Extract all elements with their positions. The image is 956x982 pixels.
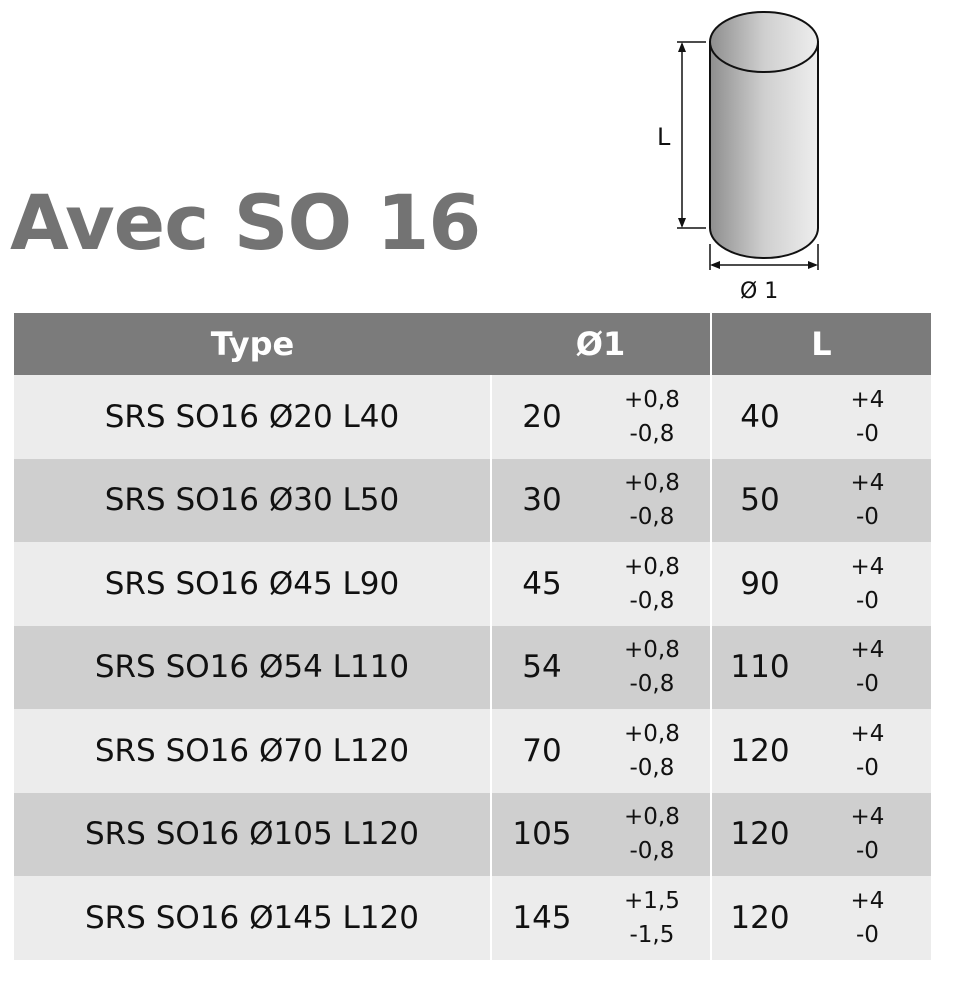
tolerance-plus: +4 bbox=[850, 887, 885, 914]
tolerance-minus: -0 bbox=[856, 420, 879, 447]
tolerance-minus: -0,8 bbox=[629, 754, 675, 781]
diameter-cell: 145 +1,5 -1,5 bbox=[492, 876, 713, 960]
diameter-value: 45 bbox=[522, 565, 562, 602]
table-row: SRS SO16 Ø45 L90 45 +0,8 -0,8 90 +4 -0 bbox=[14, 542, 931, 626]
tolerance-minus: -0,8 bbox=[629, 587, 675, 614]
diameter-value: 20 bbox=[522, 398, 562, 435]
header-type: Type bbox=[210, 325, 295, 363]
type-cell: SRS SO16 Ø30 L50 bbox=[14, 458, 492, 542]
cylinder-top bbox=[709, 11, 819, 73]
diameter-tolerance: +1,5 -1,5 bbox=[602, 884, 702, 952]
length-tolerance: +4 -0 bbox=[837, 550, 897, 618]
diameter-cell: 70 +0,8 -0,8 bbox=[492, 709, 713, 793]
tolerance-plus: +4 bbox=[850, 637, 885, 664]
length-cell: 120 +4 -0 bbox=[712, 876, 931, 960]
length-value: 50 bbox=[740, 482, 780, 519]
length-value: 90 bbox=[740, 565, 780, 602]
length-tolerance: +4 -0 bbox=[837, 884, 897, 952]
tolerance-minus: -0,8 bbox=[629, 838, 675, 865]
diameter-tolerance: +0,8 -0,8 bbox=[602, 717, 702, 785]
diameter-value: 30 bbox=[522, 482, 562, 519]
tolerance-plus: +4 bbox=[850, 720, 885, 747]
length-cell: 40 +4 -0 bbox=[712, 375, 931, 459]
length-tolerance: +4 -0 bbox=[837, 383, 897, 451]
length-value: 40 bbox=[740, 398, 780, 435]
length-tolerance: +4 -0 bbox=[837, 633, 897, 701]
length-value: 120 bbox=[730, 899, 790, 936]
type-cell: SRS SO16 Ø45 L90 bbox=[14, 542, 492, 626]
table-row: SRS SO16 Ø145 L120 145 +1,5 -1,5 120 +4 -0 bbox=[14, 876, 931, 960]
tolerance-plus: +0,8 bbox=[624, 720, 680, 747]
type-cell: SRS SO16 Ø20 L40 bbox=[14, 375, 492, 459]
tolerance-plus: +0,8 bbox=[624, 386, 680, 413]
diameter-tolerance: +0,8 -0,8 bbox=[602, 800, 702, 868]
tolerance-plus: +4 bbox=[850, 386, 885, 413]
spec-table: Type Ø1 L SRS SO16 Ø20 L40 20 +0,8 -0,8 40 +4… bbox=[14, 313, 931, 960]
tolerance-plus: +4 bbox=[850, 553, 885, 580]
diameter-tolerance: +0,8 -0,8 bbox=[602, 550, 702, 618]
cylinder-drawing: L Ø 1 bbox=[657, 11, 819, 304]
table-row: SRS SO16 Ø70 L120 70 +0,8 -0,8 120 +4 -0 bbox=[14, 709, 931, 793]
diameter-tolerance: +0,8 -0,8 bbox=[602, 383, 702, 451]
type-cell: SRS SO16 Ø70 L120 bbox=[14, 709, 492, 793]
tolerance-minus: -0 bbox=[856, 504, 879, 531]
type-cell: SRS SO16 Ø145 L120 bbox=[14, 876, 492, 960]
diameter-cell: 54 +0,8 -0,8 bbox=[492, 625, 713, 709]
tolerance-plus: +0,8 bbox=[624, 553, 680, 580]
diameter-label: Ø 1 bbox=[740, 279, 778, 304]
table-row: SRS SO16 Ø105 L120 105 +0,8 -0,8 120 +4 -0 bbox=[14, 792, 931, 877]
diameter-cell: 30 +0,8 -0,8 bbox=[492, 458, 713, 542]
tolerance-minus: -0 bbox=[856, 921, 879, 948]
tolerance-minus: -0,8 bbox=[629, 420, 675, 447]
page-title: Avec SO 16 bbox=[10, 178, 481, 267]
table-row: SRS SO16 Ø30 L50 30 +0,8 -0,8 50 +4 -0 bbox=[14, 458, 931, 543]
length-cell: 120 +4 -0 bbox=[712, 709, 931, 793]
length-cell: 90 +4 -0 bbox=[712, 542, 931, 626]
header-length: L bbox=[710, 313, 931, 375]
table-row: SRS SO16 Ø54 L110 54 +0,8 -0,8 110 +4 -0 bbox=[14, 625, 931, 710]
tolerance-plus: +0,8 bbox=[624, 637, 680, 664]
tolerance-minus: -1,5 bbox=[629, 921, 675, 948]
tolerance-plus: +1,5 bbox=[624, 887, 680, 914]
tolerance-minus: -0 bbox=[856, 754, 879, 781]
type-cell: SRS SO16 Ø105 L120 bbox=[14, 792, 492, 876]
tolerance-plus: +4 bbox=[850, 470, 885, 497]
length-value: 120 bbox=[730, 816, 790, 853]
tolerance-plus: +0,8 bbox=[624, 804, 680, 831]
tolerance-minus: -0 bbox=[856, 671, 879, 698]
diameter-cell: 105 +0,8 -0,8 bbox=[492, 792, 713, 876]
tolerance-minus: -0,8 bbox=[629, 671, 675, 698]
length-tolerance: +4 -0 bbox=[837, 800, 897, 868]
header-diameter: Ø1 bbox=[575, 325, 626, 363]
length-tolerance: +4 -0 bbox=[837, 466, 897, 534]
length-value: 110 bbox=[730, 649, 790, 686]
length-tolerance: +4 -0 bbox=[837, 717, 897, 785]
tolerance-minus: -0 bbox=[856, 587, 879, 614]
table-header: Type Ø1 L bbox=[14, 313, 931, 375]
diameter-tolerance: +0,8 -0,8 bbox=[602, 633, 702, 701]
diameter-cell: 45 +0,8 -0,8 bbox=[492, 542, 713, 626]
length-value: 120 bbox=[730, 732, 790, 769]
diameter-value: 70 bbox=[522, 732, 562, 769]
tolerance-plus: +4 bbox=[850, 804, 885, 831]
length-cell: 120 +4 -0 bbox=[712, 793, 931, 877]
tolerance-plus: +0,8 bbox=[624, 470, 680, 497]
diameter-value: 54 bbox=[522, 649, 562, 686]
type-cell: SRS SO16 Ø54 L110 bbox=[14, 625, 492, 709]
diameter-tolerance: +0,8 -0,8 bbox=[602, 466, 702, 534]
length-cell: 50 +4 -0 bbox=[712, 459, 931, 543]
diameter-value: 105 bbox=[512, 816, 572, 853]
diameter-value: 145 bbox=[512, 899, 572, 936]
table-row: SRS SO16 Ø20 L40 20 +0,8 -0,8 40 +4 -0 bbox=[14, 375, 931, 459]
diameter-cell: 20 +0,8 -0,8 bbox=[492, 375, 713, 459]
tolerance-minus: -0,8 bbox=[629, 504, 675, 531]
cylinder-body bbox=[709, 41, 819, 259]
length-cell: 110 +4 -0 bbox=[712, 626, 931, 710]
tolerance-minus: -0 bbox=[856, 838, 879, 865]
length-label: L bbox=[657, 123, 671, 151]
